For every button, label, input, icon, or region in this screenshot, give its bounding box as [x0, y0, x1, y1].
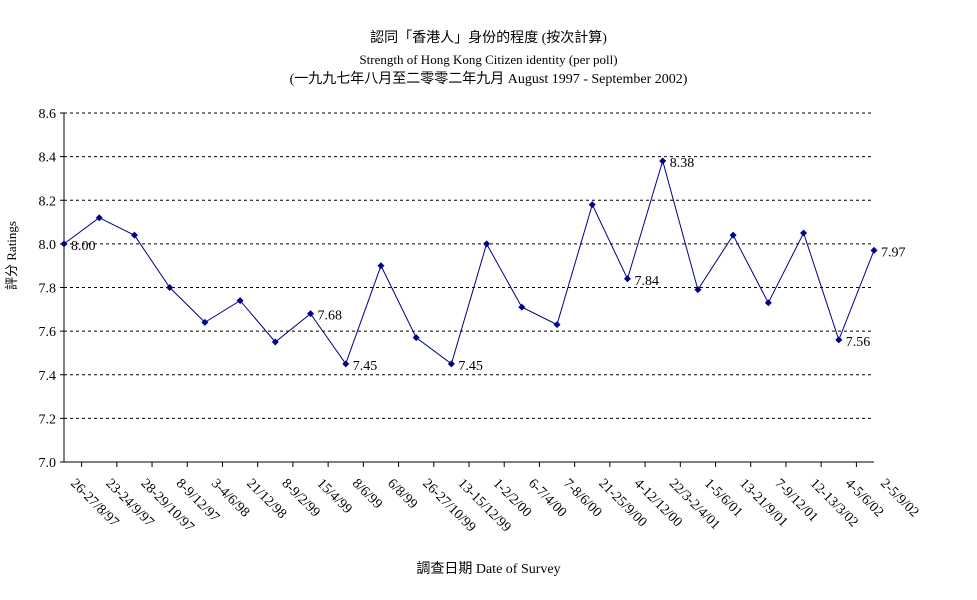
data-point	[553, 321, 561, 329]
data-point	[236, 297, 244, 305]
y-tick-label: 7.2	[39, 412, 57, 427]
data-point	[307, 310, 315, 318]
data-point	[130, 231, 138, 239]
data-point	[623, 275, 631, 283]
x-tick-label: 6/8/99	[384, 476, 420, 512]
data-label: 7.45	[458, 359, 483, 374]
y-tick-label: 8.0	[39, 238, 57, 253]
x-tick-label: 6-7/4/00	[525, 476, 569, 520]
data-point	[870, 246, 878, 254]
data-point	[447, 360, 455, 368]
data-point	[694, 286, 702, 294]
data-label: 8.38	[670, 156, 695, 171]
data-point	[764, 299, 772, 307]
data-point	[729, 231, 737, 239]
y-tick-label: 8.4	[39, 151, 57, 166]
y-tick-label: 8.6	[39, 107, 57, 122]
data-point	[659, 157, 667, 165]
data-point	[60, 240, 68, 248]
data-point	[412, 334, 420, 342]
chart-title: 認同「香港人」身份的程度 (按次計算)	[370, 31, 607, 46]
y-tick-label: 8.2	[39, 194, 57, 209]
data-point	[835, 336, 843, 344]
data-label: 7.97	[881, 245, 906, 260]
data-point	[588, 201, 596, 209]
data-point	[377, 262, 385, 270]
data-point	[166, 284, 174, 291]
data-point	[518, 303, 526, 311]
chart-period: (一九九七年八月至二零零二年九月 August 1997 - September…	[289, 72, 688, 87]
x-tick-label: 8/6/99	[349, 476, 385, 512]
x-tick-label: 2-5/9/02	[877, 476, 921, 520]
y-tick-label: 7.4	[39, 369, 57, 384]
x-axis-label: 調查日期 Date of Survey	[416, 562, 561, 577]
data-point	[271, 338, 279, 346]
data-label: 7.84	[634, 274, 659, 289]
data-label: 7.68	[318, 309, 343, 324]
chart-subtitle: Strength of Hong Kong Citizen identity (…	[359, 52, 618, 67]
data-point	[483, 240, 491, 248]
y-tick-label: 7.0	[39, 456, 57, 471]
data-label: 7.45	[353, 359, 378, 374]
data-point	[201, 318, 209, 326]
data-point	[342, 360, 350, 368]
y-tick-label: 7.8	[39, 282, 57, 297]
data-point	[95, 214, 103, 222]
series-line	[63, 159, 875, 365]
y-tick-label: 7.6	[39, 325, 57, 340]
data-point	[800, 229, 808, 237]
data-label: 7.56	[846, 335, 871, 350]
x-tick-label: 7-8/6/00	[560, 476, 604, 520]
data-label: 8.00	[71, 239, 96, 254]
